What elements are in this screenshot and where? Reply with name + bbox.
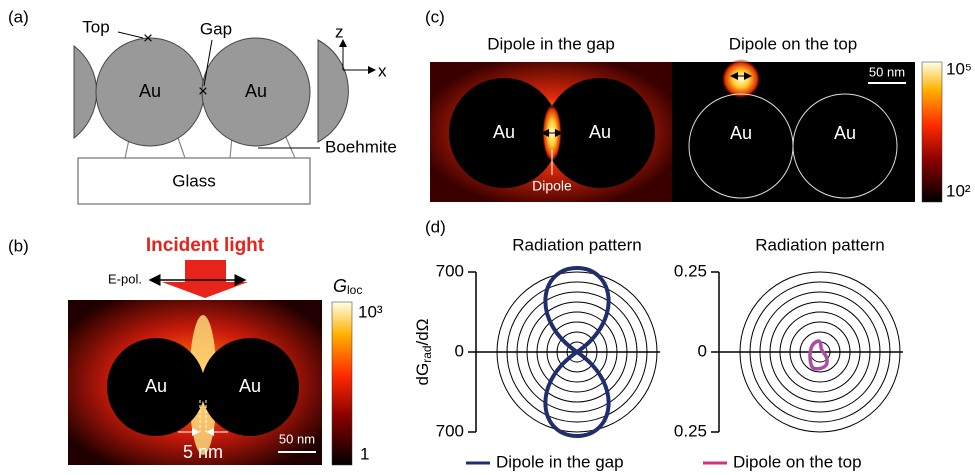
panel-label: (a) — [8, 7, 29, 26]
plot-title: Radiation pattern — [512, 235, 641, 254]
sphere-label: Au — [239, 376, 261, 396]
colorbar-tick: 10³ — [358, 302, 383, 321]
top-label: Top — [82, 17, 109, 36]
map-title: Dipole on the top — [729, 34, 858, 53]
tick-label: 700 — [436, 421, 464, 440]
y-axis-label-main: dG — [413, 363, 432, 386]
plot-title: Radiation pattern — [755, 235, 884, 254]
boehmite-label: Boehmite — [325, 137, 397, 156]
tick-label: 700 — [436, 261, 464, 280]
colorbar-title: Gloc — [333, 276, 362, 297]
legend-label: Dipole on the top — [733, 452, 862, 471]
axis-label: z — [335, 22, 344, 41]
sphere-label: Au — [730, 123, 752, 143]
y-axis-label-sub: rad — [420, 345, 434, 362]
panel-label: (c) — [425, 7, 445, 26]
spheres — [74, 38, 348, 146]
tick-label: 0 — [698, 341, 707, 360]
scale-bar-label: 50 nm — [869, 64, 905, 79]
colorbar-tick: 10⁵ — [946, 59, 972, 78]
colorbar — [922, 62, 942, 202]
epol-label: E-pol. — [108, 271, 142, 286]
dipole-label: Dipole — [532, 178, 572, 194]
tick-label: 0.25 — [674, 421, 707, 440]
sphere-label: Au — [493, 122, 515, 142]
y-axis-label-tail: /dΩ — [413, 319, 432, 346]
panel-label: (b) — [8, 236, 29, 255]
y-axis-label: dGrad/dΩ — [413, 319, 434, 386]
hot-spot — [721, 59, 761, 99]
incident-label: Incident light — [146, 235, 265, 256]
gap-label: Gap — [200, 19, 232, 38]
gap-mark: × — [198, 81, 208, 100]
map-title: Dipole in the gap — [487, 34, 615, 53]
leader — [118, 32, 143, 38]
colorbar-tick: 10² — [946, 181, 971, 200]
sphere-label: Au — [145, 376, 167, 396]
colorbar-tick: 1 — [360, 444, 369, 463]
sphere-label: Au — [245, 81, 267, 101]
gap-size: 5 nm — [183, 442, 223, 462]
colorbar-title-main: G — [333, 276, 347, 296]
figure: (a) Glass Au Au Top × Gap × Boehmite z x… — [0, 0, 975, 475]
colorbar-title-sub: loc — [347, 283, 362, 297]
pattern-top — [810, 341, 827, 369]
incident-arrow — [162, 260, 248, 298]
legend-label: Dipole in the gap — [496, 452, 624, 471]
tick-label: 0 — [455, 341, 464, 360]
axes — [468, 272, 903, 432]
page: (a) Glass Au Au Top × Gap × Boehmite z x… — [0, 0, 975, 475]
sphere-label: Au — [139, 81, 161, 101]
colorbar — [332, 302, 352, 465]
top-mark: × — [143, 28, 153, 47]
tick-label: 0.25 — [674, 261, 707, 280]
panel-label: (d) — [425, 217, 446, 236]
sphere-label: Au — [589, 122, 611, 142]
sphere-label: Au — [834, 123, 856, 143]
scale-bar-label: 50 nm — [279, 431, 315, 446]
axis-label: x — [378, 61, 387, 80]
glass-label: Glass — [172, 171, 215, 190]
